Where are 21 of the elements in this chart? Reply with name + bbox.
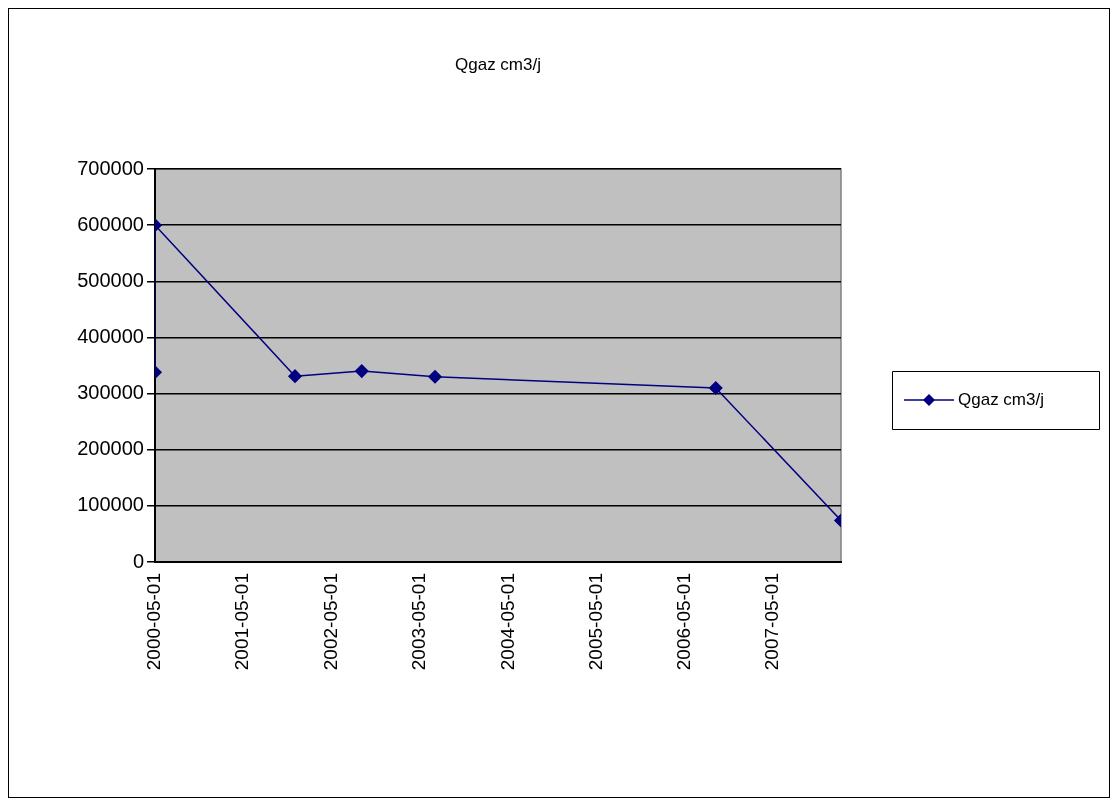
x-tick-label: 2002-05-01 (319, 573, 341, 671)
chart-title: Qgaz cm3/j (455, 54, 541, 74)
y-tick-label: 0 (132, 549, 144, 572)
point (288, 369, 302, 383)
y-tick-label: 700000 (77, 156, 144, 179)
x-tick-label: 2003-05-01 (408, 573, 430, 671)
y-tick-label: 400000 (77, 324, 144, 347)
x-tick-label: 2007-05-01 (761, 573, 783, 671)
x-tick-label: 2005-05-01 (584, 573, 606, 671)
x-tick-label: 2000-05-01 (143, 573, 165, 671)
x-tick-label: 2006-05-01 (673, 573, 695, 671)
y-tick-label: 200000 (77, 437, 144, 460)
y-tick-label: 500000 (77, 268, 144, 291)
x-tick-label: 2004-05-01 (496, 573, 518, 671)
point (428, 369, 442, 384)
y-tick-label: 600000 (77, 212, 144, 235)
y-tick-label: 300000 (77, 381, 144, 404)
y-tick-label: 100000 (77, 493, 144, 516)
legend-label: Qgaz cm3/j (958, 389, 1044, 409)
point (354, 364, 369, 378)
x-tick-label: 2001-05-01 (231, 573, 253, 671)
